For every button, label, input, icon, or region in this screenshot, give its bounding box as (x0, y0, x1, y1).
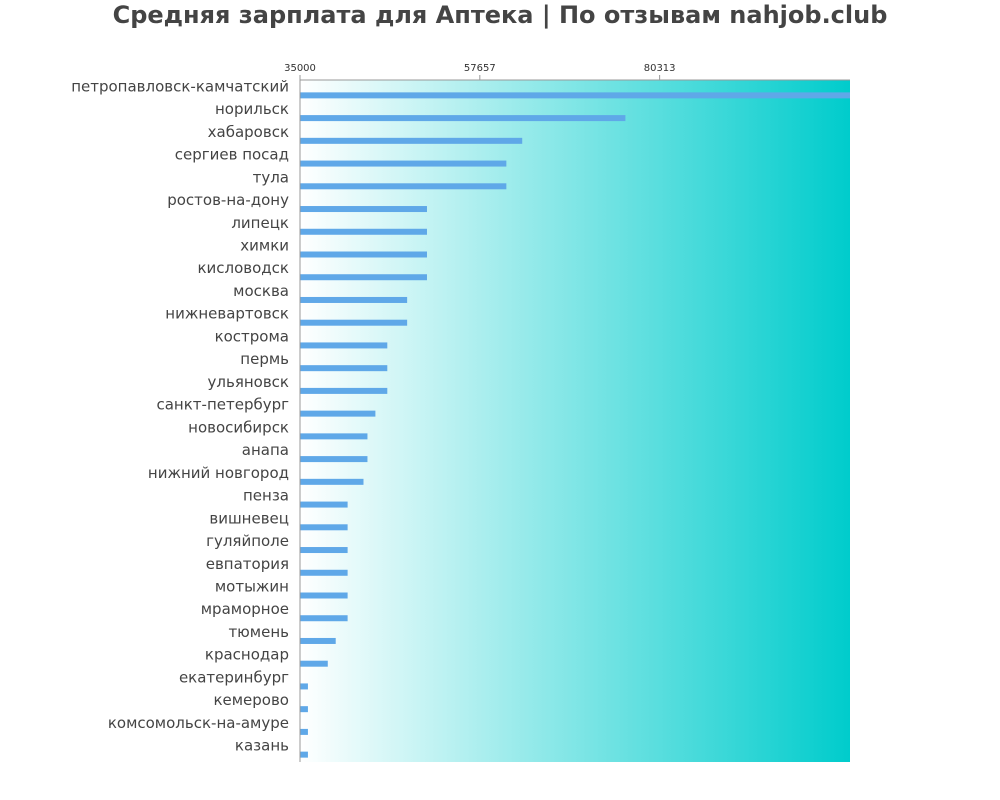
bar (300, 683, 308, 690)
category-label: комсомольск-на-амуре (108, 714, 289, 732)
category-label: евпатория (206, 555, 289, 573)
bar (300, 183, 507, 190)
x-tick-label: 80313 (644, 63, 676, 74)
category-label: краснодар (205, 646, 289, 664)
x-tick-label: 57657 (464, 63, 496, 74)
bar (300, 296, 408, 303)
category-label: тюмень (228, 623, 289, 641)
category-label: мотыжин (215, 578, 289, 596)
category-label: норильск (215, 100, 289, 118)
bar (300, 478, 364, 485)
category-label: екатеринбург (179, 668, 289, 686)
bar (300, 92, 850, 99)
chart-title: Средняя зарплата для Аптека | По отзывам… (112, 1, 888, 29)
category-label: липецк (231, 214, 289, 232)
category-label: тула (253, 168, 289, 186)
category-label: ростов-на-дону (167, 191, 289, 209)
category-label: петропавловск-камчатский (71, 77, 289, 95)
bar (300, 547, 348, 554)
bar (300, 728, 308, 735)
bar (300, 365, 388, 372)
category-label: пермь (240, 350, 289, 368)
bar (300, 410, 376, 417)
bar (300, 615, 348, 622)
plot-background (300, 80, 850, 762)
category-label: хабаровск (208, 123, 289, 141)
bar (300, 160, 507, 167)
bar (300, 524, 348, 531)
category-label: кисловодск (197, 259, 289, 277)
category-label: новосибирск (188, 418, 289, 436)
bar (300, 569, 348, 576)
bar (300, 274, 427, 281)
category-label: сергиев посад (175, 146, 289, 164)
category-label: анапа (242, 441, 289, 459)
category-label: нижний новгород (148, 464, 289, 482)
bar (300, 137, 523, 144)
bar (300, 637, 336, 644)
category-label: москва (233, 282, 289, 300)
bar (300, 319, 408, 326)
bar (300, 206, 427, 213)
category-label: санкт-петербург (156, 396, 289, 414)
bar (300, 660, 328, 667)
bar (300, 251, 427, 258)
bar (300, 433, 368, 440)
category-label: вишневец (209, 509, 289, 527)
category-label: кострома (215, 327, 289, 345)
category-label: нижневартовск (165, 305, 289, 323)
bar (300, 342, 388, 349)
category-label: кемерово (213, 691, 289, 709)
bar (300, 228, 427, 235)
bar (300, 592, 348, 599)
bar (300, 751, 308, 758)
bar (300, 501, 348, 508)
category-label: гуляйполе (206, 532, 289, 550)
bar (300, 706, 308, 713)
bar (300, 456, 368, 463)
category-label: мраморное (201, 600, 289, 618)
category-label: химки (240, 237, 289, 255)
category-label: ульяновск (208, 373, 289, 391)
bar (300, 387, 388, 394)
x-tick-label: 35000 (284, 63, 316, 74)
category-label: казань (235, 737, 289, 755)
category-label: пенза (243, 487, 289, 505)
bar (300, 115, 626, 122)
